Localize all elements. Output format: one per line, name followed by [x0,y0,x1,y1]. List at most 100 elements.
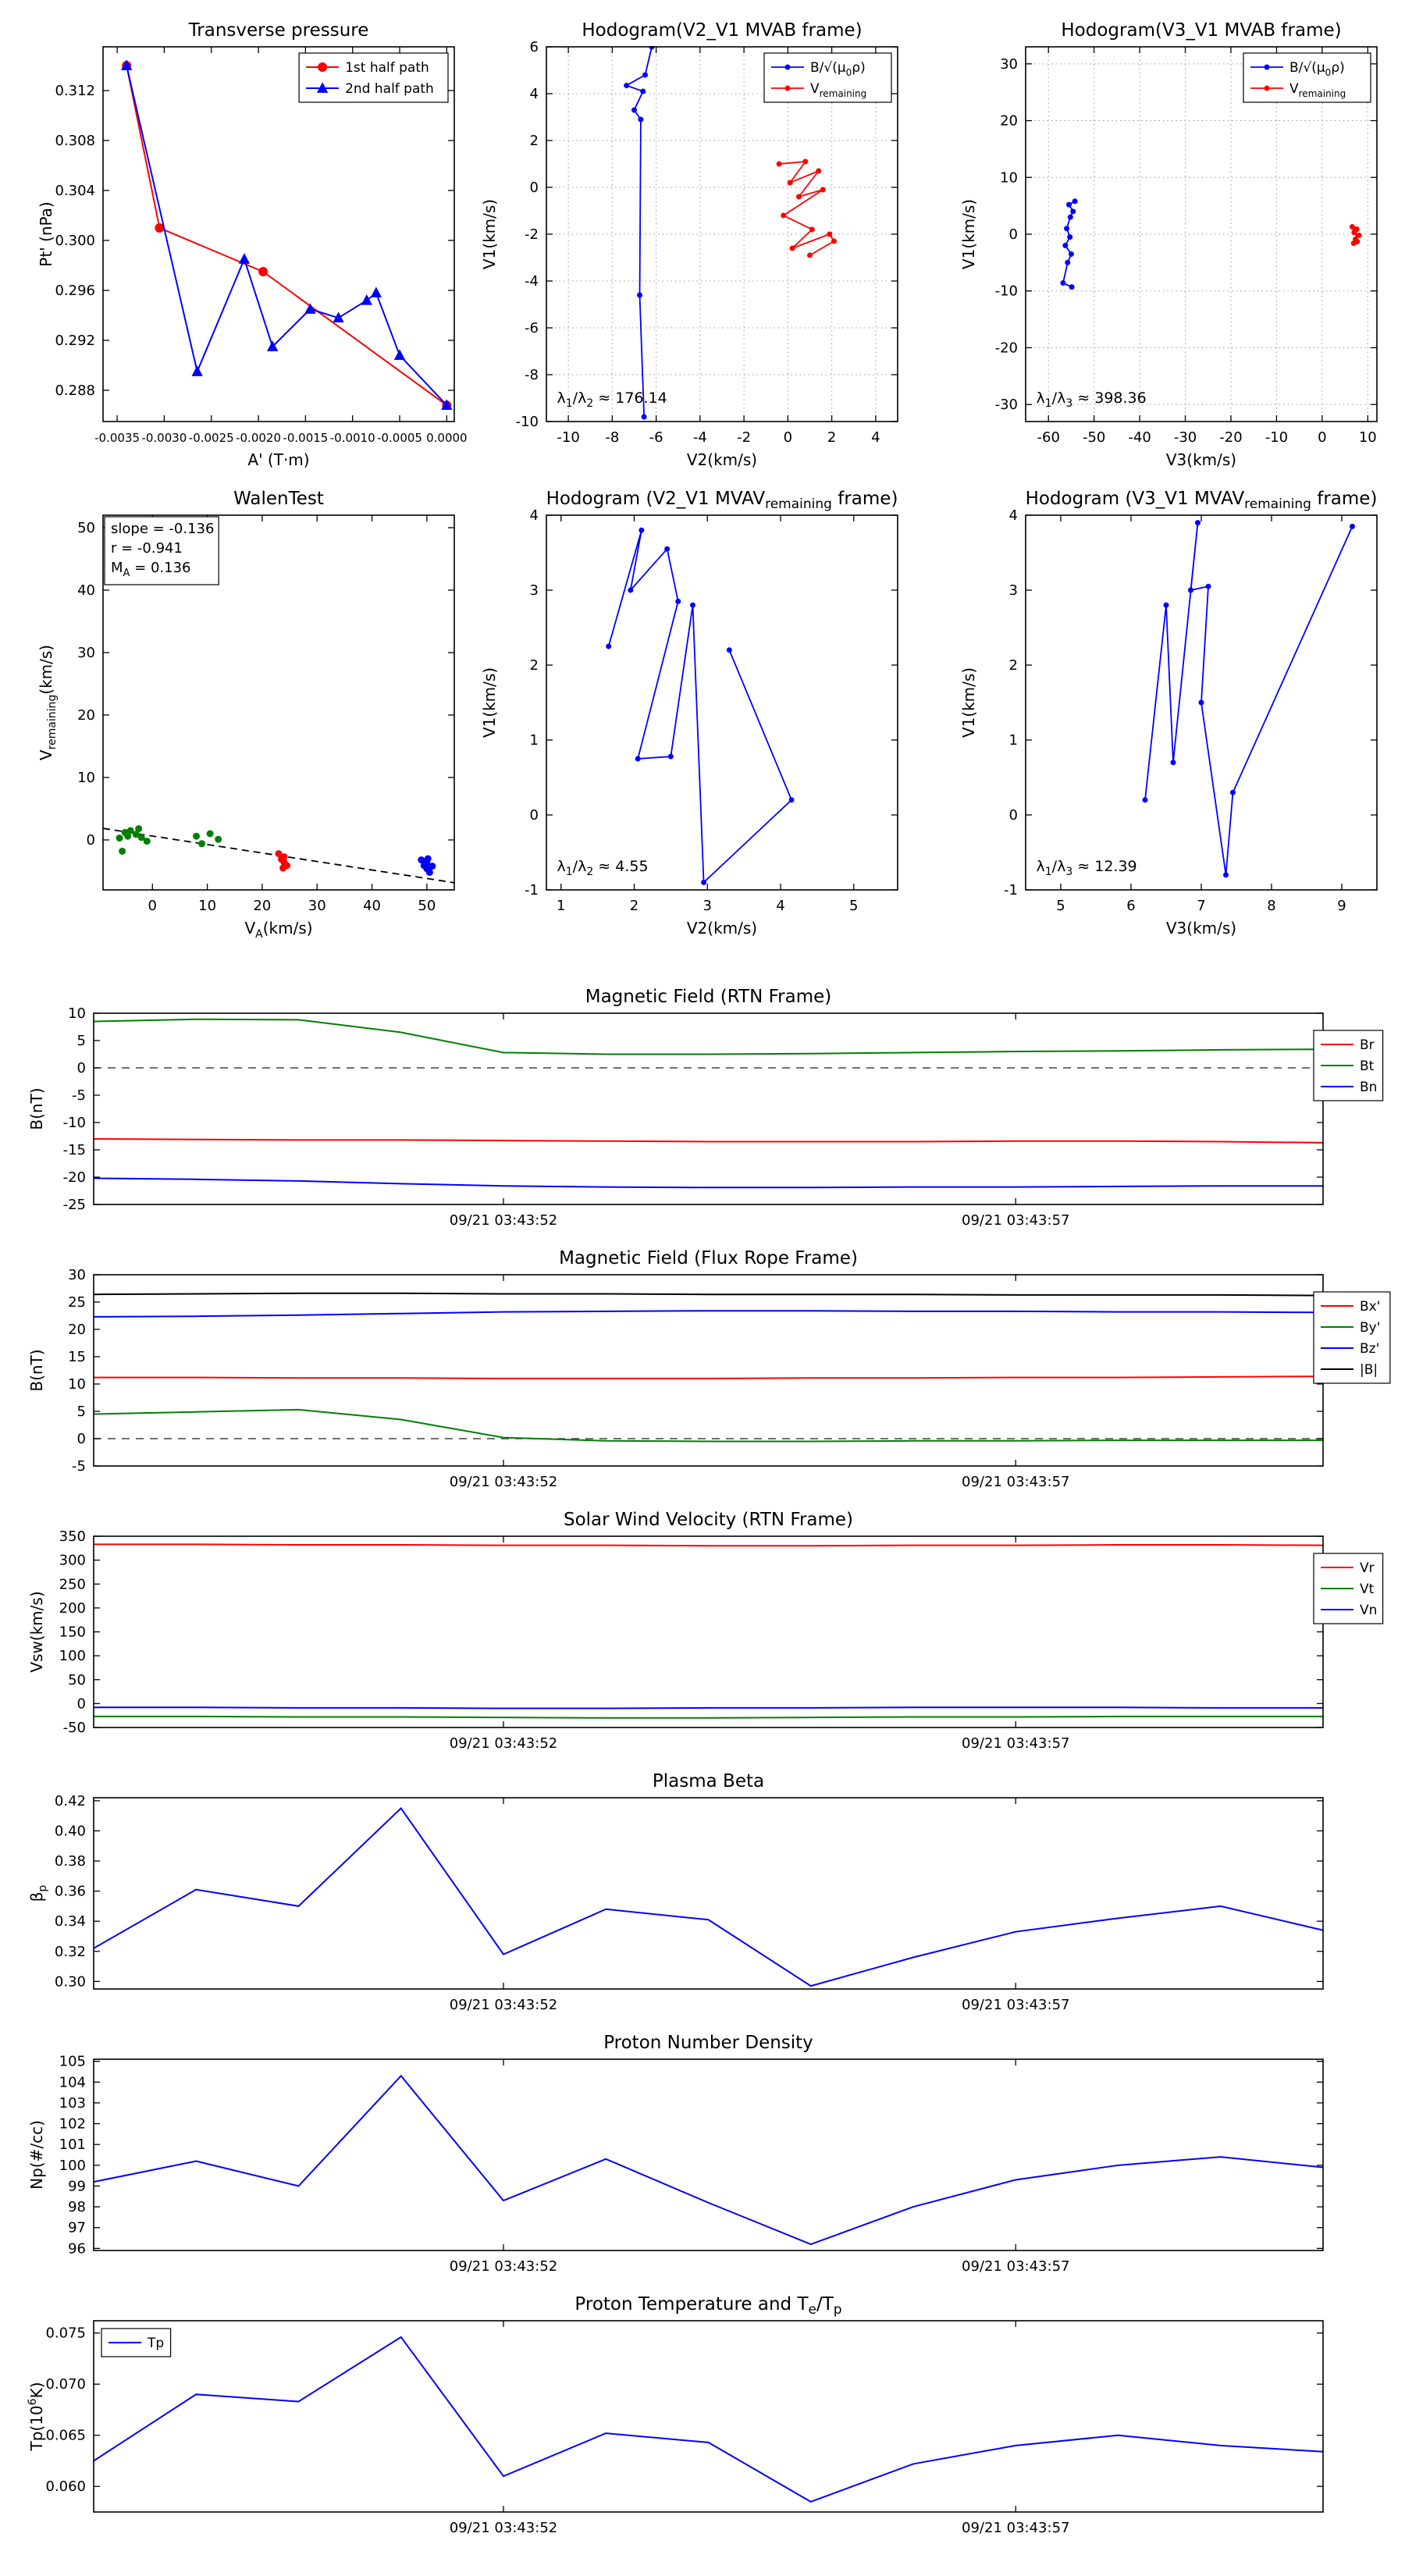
chart-title: Transverse pressure [188,20,369,41]
y-tick-label: 98 [68,2199,86,2215]
series-line-|B| [93,1292,1324,1297]
marker [1067,214,1073,220]
marker [393,349,406,361]
y-tick-label: 6 [530,39,539,55]
y-tick-label: 0.292 [55,333,95,349]
marker [1352,228,1358,234]
legend-label: Bz' [1360,1341,1379,1357]
marker [1198,699,1204,706]
axes-frame [93,2058,1324,2251]
x-tick-label: -50 [1083,429,1105,446]
chart-plasma_beta: 09/21 03:43:52 09/21 03:43:57 0.30 0.32 0.34… [27,1771,1324,2013]
y-tick-label: 0.38 [55,1853,86,1870]
series-line-0 [93,2074,1324,2246]
y-axis-label: Pt' (nPa) [37,201,55,266]
marker [641,414,647,420]
legend-label: Vn [1360,1603,1377,1618]
x-tick-label: -30 [1174,429,1197,446]
chart-title: Hodogram (V3_V1 MVAVremaining frame) [1026,489,1378,512]
info-box-line: MA = 0.136 [111,560,191,579]
y-tick-label: 0.312 [55,83,95,99]
chart-title: Plasma Beta [653,1771,764,1791]
marker [816,168,822,174]
x-tick-label: 5 [1056,898,1065,914]
chart-title: Magnetic Field (RTN Frame) [585,987,832,1007]
marker [370,286,382,298]
marker [258,267,269,276]
x-tick-label: 10 [198,898,216,914]
series-markers-B/√(μ0ρ) [624,46,655,420]
y-tick-label: 200 [59,1600,86,1617]
x-tick-label: -0.0025 [189,431,234,445]
series-markers-1 [116,825,222,855]
legend-label: Vr [1360,1560,1375,1576]
chart-title: Proton Number Density [603,2033,813,2053]
y-tick-label: 30 [77,645,95,661]
marker [304,303,316,314]
y-tick-label: 0 [77,1695,86,1712]
y-axis-label: V1(km/s) [480,199,499,269]
y-tick-label: 0.30 [55,1973,86,1990]
y-tick-label: 0.296 [55,283,95,299]
marker [1067,234,1073,240]
marker [827,231,833,237]
y-tick-label: 350 [59,1528,86,1545]
y-tick-label: 2 [530,133,539,149]
x-tick-label: -4 [693,429,707,446]
series-markers-3 [418,855,436,877]
marker [628,587,634,593]
series-line-0 [93,1806,1324,1987]
annotation-text: λ1/λ2 ≈ 4.55 [557,858,649,878]
chart-title: Solar Wind Velocity (RTN Frame) [564,1510,853,1530]
marker [198,840,206,848]
x-tick-label: 09/21 03:43:57 [962,1212,1069,1229]
y-tick-label: 0.34 [55,1913,86,1930]
marker [279,864,287,872]
y-tick-label: 10 [68,1376,86,1393]
annotation-text: λ1/λ3 ≈ 398.36 [1037,390,1147,410]
y-tick-label: 0.065 [45,2428,86,2444]
marker [316,82,329,93]
info-box [104,516,219,585]
series-group [624,46,837,420]
series-line-B/√(μ0ρ) [624,46,653,418]
marker [137,834,145,841]
y-tick-label: 0.40 [55,1823,86,1839]
marker [1195,520,1200,526]
y-axis-label: Vremaining(km/s) [37,645,59,760]
marker [1223,872,1229,878]
chart-title: Proton Temperature and Te/Tp [574,2294,841,2318]
x-tick-label: 0 [1318,429,1326,446]
legend-label: Vremaining [1289,81,1346,99]
marker [215,835,222,843]
y-tick-label: 97 [68,2220,86,2236]
series-markers-Vremaining [1349,224,1362,247]
marker [124,832,132,840]
y-tick-label: 0.36 [55,1884,86,1900]
legend-label: Bx' [1360,1299,1380,1315]
x-axis-label: VA(km/s) [244,919,312,941]
chart-p3: -60 -50 -40 -30 -20 -10 0 10 -30 -20 -10 0 10 20 30 Hod… [959,20,1378,469]
marker [701,879,707,885]
series-line-Bz' [93,1310,1324,1318]
marker [637,292,643,298]
y-tick-label: 2 [1009,657,1018,674]
x-tick-label: 1 [557,898,565,914]
series-group [606,527,795,885]
y-tick-label: 99 [68,2178,86,2194]
series-group [93,1806,1324,1987]
x-tick-label: 40 [363,898,381,914]
y-tick-label: 0 [77,1060,86,1076]
y-tick-label: 5 [77,1404,86,1420]
marker [820,187,826,193]
marker [275,850,283,858]
y-tick-label: -2 [525,226,539,243]
series-line-0 [607,529,793,884]
y-axis-label: V1(km/s) [959,199,978,269]
y-tick-label: -1 [1004,882,1018,898]
legend-label: |B| [1360,1362,1378,1378]
marker [1188,587,1193,593]
marker [1205,583,1211,589]
x-tick-label: 09/21 03:43:57 [962,2520,1069,2536]
x-tick-label: 0 [784,429,792,446]
